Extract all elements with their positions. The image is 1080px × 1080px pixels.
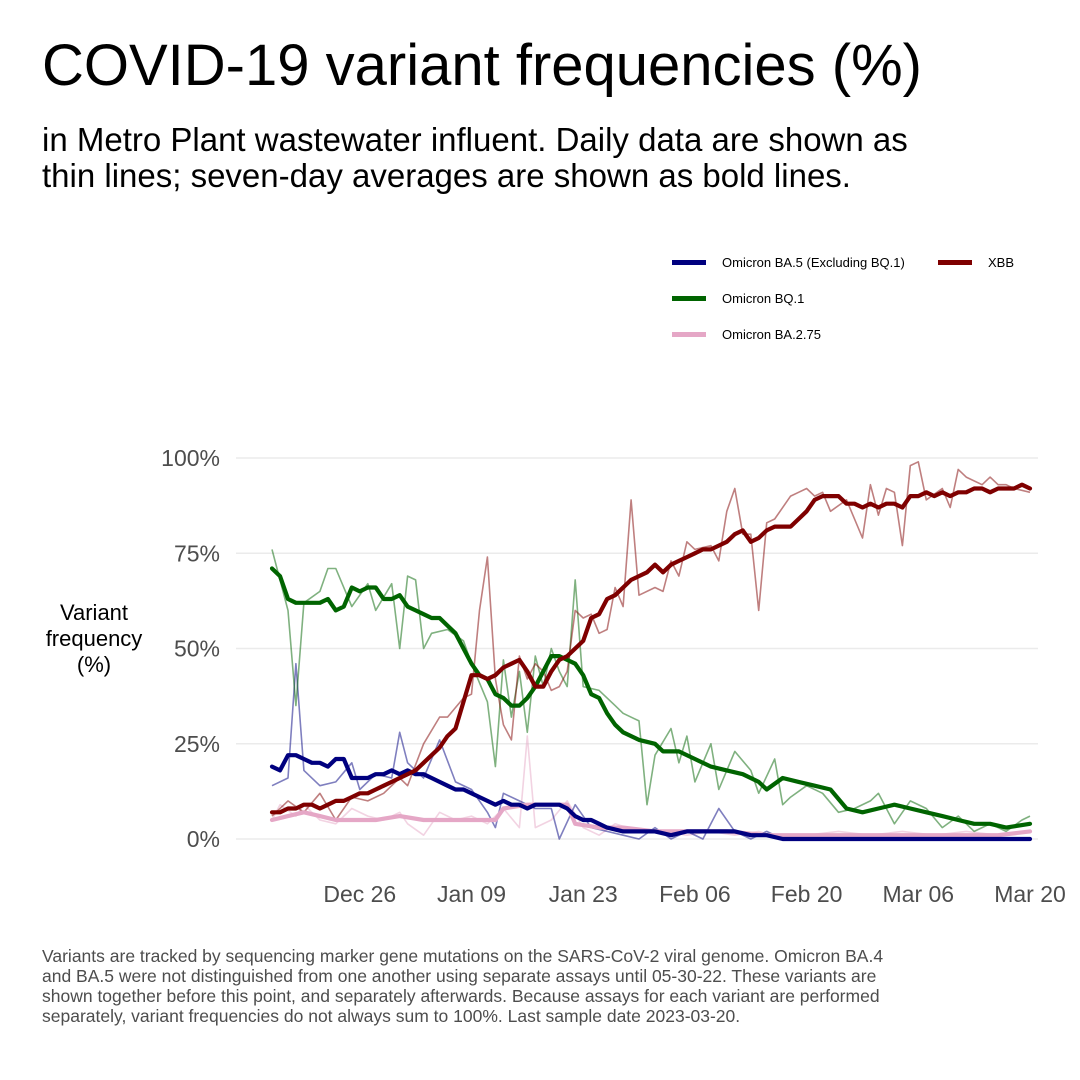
- chart-caption: Variants are tracked by sequencing marke…: [42, 946, 1032, 1026]
- x-tick-label: Jan 23: [549, 881, 618, 907]
- x-tick-label: Feb 06: [659, 881, 731, 907]
- chart-subtitle: in Metro Plant wastewater influent. Dail…: [42, 122, 1072, 194]
- x-tick-label: Mar 20: [994, 881, 1066, 907]
- y-axis-label-line: Variant: [59, 600, 129, 625]
- chart-title: COVID-19 variant frequencies (%): [42, 33, 922, 98]
- y-tick-label: 50%: [174, 636, 220, 662]
- x-tick-label: Dec 26: [323, 881, 396, 907]
- daily-series-lines: [271, 461, 1031, 840]
- average-line-0: [269, 753, 1033, 842]
- caption-line: separately, variant frequencies do not a…: [42, 1006, 741, 1026]
- average-line-1: [269, 566, 1033, 830]
- x-tick-label: Mar 06: [883, 881, 955, 907]
- y-tick-label: 75%: [174, 540, 220, 566]
- y-tick-label: 100%: [161, 445, 220, 471]
- daily-line-1: [271, 549, 1031, 833]
- daily-line-0: [271, 662, 1030, 840]
- x-tick-label: Jan 09: [437, 881, 506, 907]
- gridlines: [236, 457, 1038, 840]
- y-axis-ticks: 0% 25% 50% 75% 100%: [161, 445, 220, 852]
- y-tick-label: 0%: [187, 826, 220, 852]
- y-axis-label-line: frequency: [45, 626, 143, 651]
- caption-line: shown together before this point, and se…: [42, 986, 880, 1006]
- y-tick-label: 25%: [174, 731, 220, 757]
- subtitle-line: in Metro Plant wastewater influent. Dail…: [42, 121, 908, 158]
- daily-line-2: [271, 735, 1031, 840]
- y-axis-label-line: (%): [76, 652, 112, 677]
- subtitle-line: thin lines; seven-day averages are shown…: [42, 157, 851, 194]
- x-axis-ticks: Dec 26 Jan 09 Jan 23 Feb 06 Feb 20 Mar 06 Mar …: [323, 881, 1065, 907]
- caption-line: Variants are tracked by sequencing marke…: [42, 946, 884, 966]
- daily-line-3: [271, 461, 1031, 821]
- average-line-3: [269, 482, 1033, 815]
- seven-day-average-lines: [269, 482, 1033, 842]
- y-axis-label: Variant frequency (%): [30, 600, 158, 678]
- x-tick-label: Feb 20: [771, 881, 843, 907]
- caption-line: and BA.5 were not distinguished from one…: [42, 966, 877, 986]
